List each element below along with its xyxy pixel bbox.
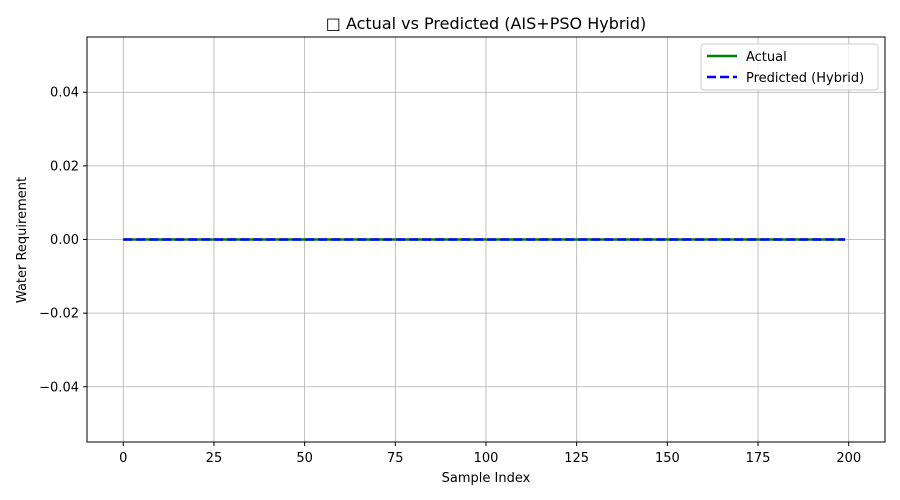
legend-box	[700, 43, 879, 91]
x-tick-label: 150	[655, 451, 680, 466]
legend: Actual Predicted (Hybrid)	[700, 43, 879, 91]
x-tick-label: 175	[746, 451, 771, 466]
y-axis: −0.04 −0.02 0.00 0.02 0.04	[39, 86, 87, 395]
y-tick-label: −0.04	[39, 380, 79, 395]
chart-title: □ Actual vs Predicted (AIS+PSO Hybrid)	[326, 14, 647, 33]
y-axis-label: Water Requirement	[15, 177, 30, 303]
y-tick-label: 0.04	[50, 86, 79, 101]
legend-label-actual: Actual	[746, 50, 787, 65]
legend-label-predicted: Predicted (Hybrid)	[746, 71, 864, 86]
x-tick-label: 0	[119, 451, 127, 466]
x-tick-label: 200	[836, 451, 861, 466]
x-tick-label: 125	[564, 451, 589, 466]
x-axis-label: Sample Index	[442, 471, 531, 486]
x-tick-label: 100	[474, 451, 499, 466]
x-tick-label: 25	[206, 451, 223, 466]
x-tick-label: 50	[296, 451, 313, 466]
x-axis: 0 25 50 75 100 125 150 175 200	[119, 442, 861, 466]
x-tick-label: 75	[387, 451, 404, 466]
y-tick-label: 0.00	[50, 233, 79, 248]
y-tick-label: −0.02	[39, 307, 79, 322]
y-tick-label: 0.02	[50, 159, 79, 174]
